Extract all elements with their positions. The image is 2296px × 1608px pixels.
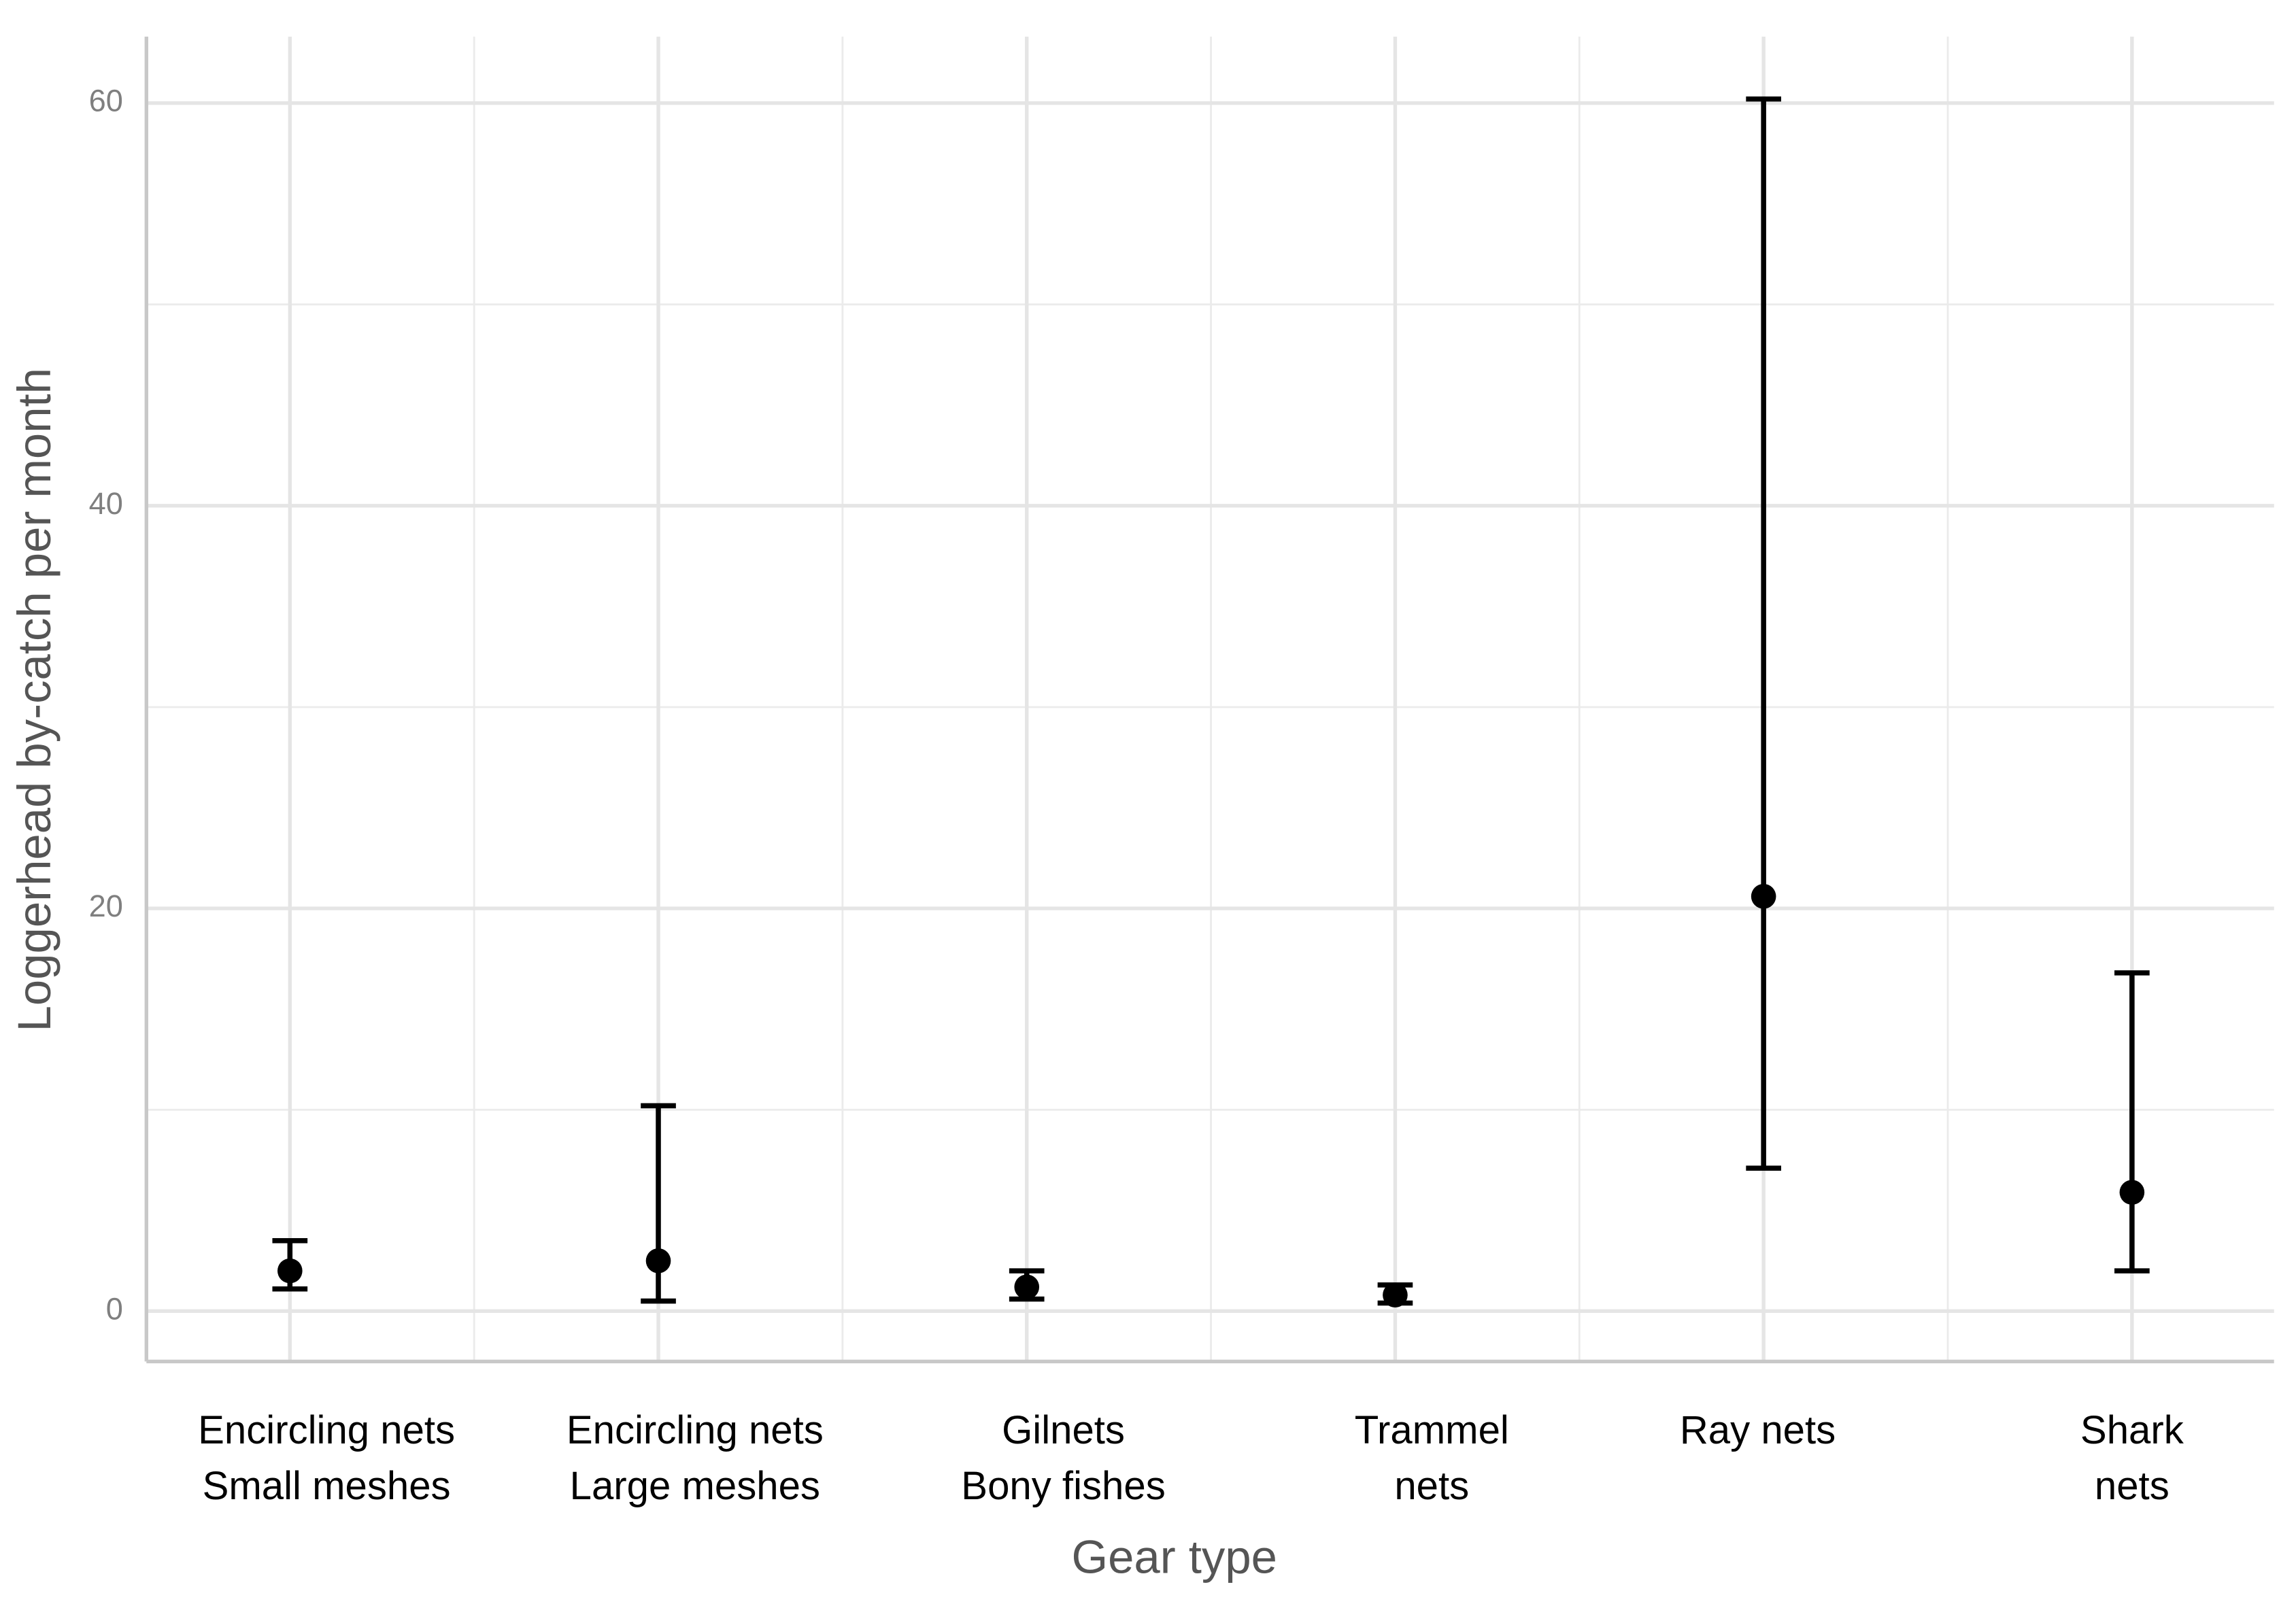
x-tick-line: Large meshes: [570, 1464, 820, 1508]
y-tick-label: 40: [89, 486, 123, 521]
x-tick-label: Encircling nets Small meshes: [198, 1408, 455, 1508]
x-axis-title: Gear type: [1072, 1530, 1277, 1583]
point: [1751, 884, 1776, 909]
point: [1383, 1282, 1408, 1307]
x-tick-line: nets: [2095, 1464, 2170, 1508]
point: [1014, 1274, 1040, 1300]
marks: [272, 96, 2150, 1307]
x-tick-line: Ray nets: [1680, 1408, 1836, 1452]
x-tick-label: Shark nets: [2080, 1408, 2184, 1508]
x-tick-label: Encircling nets Large meshes: [567, 1408, 824, 1508]
x-tick-line: Gilnets: [1002, 1408, 1125, 1452]
y-tick-label: 60: [89, 84, 123, 118]
x-tick-label: Trammel nets: [1355, 1408, 1509, 1508]
x-tick-line: Shark: [2080, 1408, 2184, 1452]
x-tick-line: Encircling nets: [567, 1408, 824, 1452]
point: [277, 1258, 303, 1284]
x-tick-line: Small meshes: [203, 1464, 451, 1508]
x-tick-line: Bony fishes: [961, 1464, 1165, 1508]
x-tick-line: Trammel: [1355, 1408, 1509, 1452]
y-tick-label: 0: [106, 1291, 123, 1326]
point: [645, 1248, 671, 1273]
y-axis-title: Loggerhead by-catch per month: [8, 368, 61, 1031]
x-tick-line: nets: [1394, 1464, 1469, 1508]
point: [2119, 1180, 2145, 1205]
y-tick-label: 20: [89, 889, 123, 923]
x-tick-label: Ray nets: [1680, 1408, 1836, 1452]
x-tick-line: Encircling nets: [198, 1408, 455, 1452]
x-tick-label: Gilnets Bony fishes: [961, 1408, 1165, 1508]
